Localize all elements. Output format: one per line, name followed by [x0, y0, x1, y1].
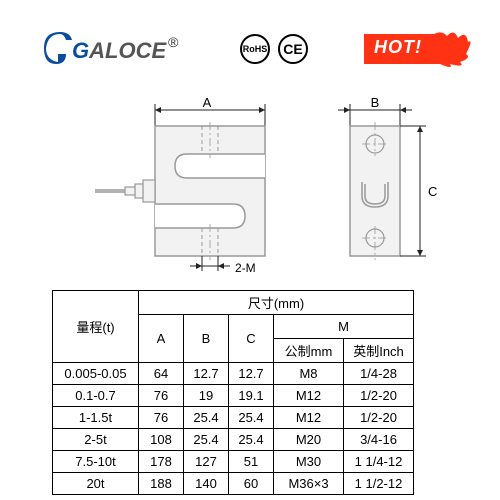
dim-a-label: A [203, 96, 212, 110]
dim-c-label: C [428, 184, 437, 199]
hot-label: HOT! [374, 37, 422, 58]
header-a: A [139, 315, 184, 363]
logo-first-letter: G [72, 38, 89, 63]
dim-2m-label: 2-M [235, 261, 256, 275]
side-view: B C [330, 96, 450, 281]
table-row: 20t 188 140 60 M36×3 1 1/2-12 [53, 473, 414, 495]
header-b: B [184, 315, 229, 363]
table-row: 2-5t 108 25.4 25.4 M20 3/4-16 [53, 429, 414, 451]
header-m: M [274, 315, 414, 339]
header-c: C [229, 315, 274, 363]
dim-b-label: B [371, 96, 380, 110]
front-view: A [95, 96, 295, 281]
rohs-badge: RoHS [240, 34, 270, 64]
header-m-metric: 公制mm [274, 339, 344, 363]
dimensions-table: 量程(t) 尺寸(mm) A B C M 公制mm 英制Inch 0.005-0… [52, 290, 414, 495]
header-m-inch: 英制Inch [344, 339, 414, 363]
logo-swoosh-icon [42, 30, 74, 66]
cert-badges: RoHS CE [240, 34, 308, 64]
table-row: 0.005-0.05 64 12.7 12.7 M8 1/4-28 [53, 363, 414, 385]
hot-badge: HOT! [362, 28, 472, 70]
logo-text: GALOCE [72, 38, 166, 64]
brand-logo: GALOCE ® [42, 30, 178, 66]
technical-diagram: A [0, 82, 500, 272]
header-dims: 尺寸(mm) [139, 291, 414, 315]
table-row: 1-1.5t 76 25.4 25.4 M12 1/2-20 [53, 407, 414, 429]
logo-rest: ALOCE [89, 38, 166, 63]
header: GALOCE ® RoHS CE HOT! [0, 28, 500, 78]
ce-badge: CE [278, 34, 308, 64]
header-range: 量程(t) [53, 291, 139, 363]
registered-mark: ® [168, 34, 178, 50]
table-row: 0.1-0.7 76 19 19.1 M12 1/2-20 [53, 385, 414, 407]
table-row: 7.5-10t 178 127 51 M30 1 1/4-12 [53, 451, 414, 473]
